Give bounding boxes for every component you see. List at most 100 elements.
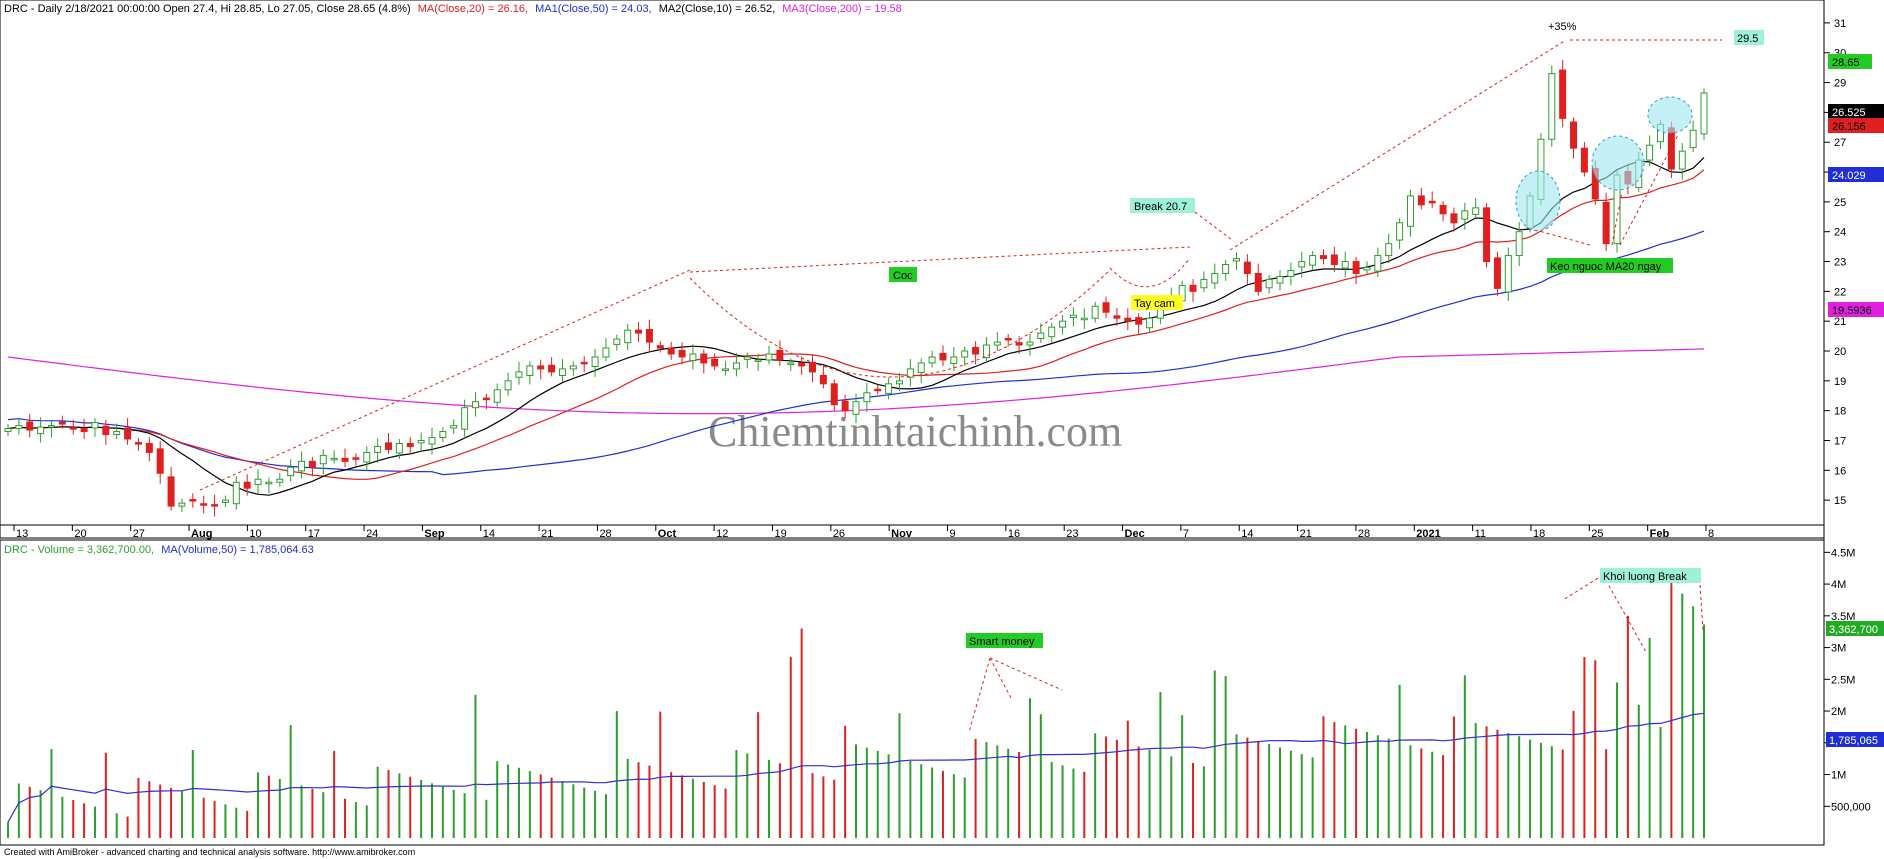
candle [1352,257,1360,284]
candle-body [1222,264,1230,274]
candle-body [602,347,610,358]
candle-body [1048,326,1056,338]
watermark: Chiemtinhtaichinh.com [708,407,1122,456]
candle [167,467,175,511]
candle-body [819,374,827,385]
candle [700,349,708,374]
candle [1102,296,1110,319]
candle [221,495,229,507]
candle-body [1254,272,1262,292]
smart-money-arrow-3 [989,657,1063,691]
candle-body [1004,337,1012,341]
candle [58,415,66,429]
candle [298,451,306,479]
candle-body [1189,284,1197,292]
candle [1298,251,1306,278]
candle-body [69,427,77,430]
candle [950,347,958,371]
candle-body [330,457,338,461]
candle-body [493,389,501,403]
ma20-value-box [1828,118,1884,133]
candle-body [1406,195,1414,227]
date-tick-label: Nov [891,528,913,540]
candle-body [993,341,1001,346]
candle [1265,274,1273,294]
candle-body [1080,317,1088,321]
candle-body [1341,261,1349,269]
candle [395,438,403,459]
candle [211,494,219,517]
candle-body [906,368,914,378]
candle-body [852,401,860,415]
candle [635,322,643,343]
candle [1135,313,1143,335]
candle [1493,251,1501,296]
candle [145,437,153,462]
candle-body [1602,201,1610,245]
candle-body [374,445,382,453]
candle [1406,189,1414,237]
candle [232,475,240,510]
date-axis-ticks: 13 20 27 Aug 10 17 24 Sep 14 21 28 Oct 12 19 26 Nov 9 16 2… [13,525,1714,540]
candle-body [363,451,371,463]
candle [1461,202,1469,230]
candle [374,438,382,463]
candle-body [1548,73,1556,140]
candle [569,361,577,377]
date-tick-label: 26 [833,528,845,540]
candle-body [765,353,773,361]
candle [1689,120,1697,153]
date-tick-label: Aug [191,528,212,540]
candle-body [156,448,164,474]
candle [189,493,197,508]
date-tick-label: Sep [424,528,444,540]
candle [787,358,795,371]
date-tick-label: 19 [774,528,786,540]
date-tick-label: 8 [1708,528,1714,540]
candle [69,419,77,435]
candle-body [37,426,45,435]
candle-body [1417,195,1425,206]
candle-body [178,502,186,507]
smart-money-arrow-1 [968,657,991,733]
candle [439,427,447,442]
candle-body [1439,204,1447,215]
candle-body [211,504,219,507]
candle [863,382,871,413]
price-tick-label: 21 [1834,316,1846,328]
candle [678,342,686,365]
candle [1319,249,1327,265]
candle-body [1113,315,1121,319]
candle-body [1428,200,1436,204]
candle-body [950,356,958,365]
candle-body [200,503,208,506]
volume-panel-frame [0,539,1825,846]
candle [906,359,914,387]
pattern-annotations [199,39,1722,733]
volume-tick-label: 3.5M [1831,611,1855,623]
candle-body [1069,314,1077,319]
candle-body [1363,266,1371,271]
candle-body [221,499,229,504]
candle-body [319,454,327,465]
candle [1048,322,1056,343]
candle [113,423,121,439]
candle [993,332,1001,352]
candle [656,341,664,353]
candle [1254,263,1262,296]
candle [1363,261,1371,275]
highlight-ellipses [1515,96,1693,232]
date-tick-label: 11 [1475,528,1486,540]
price-tick-label: 19 [1834,376,1846,388]
candle-body [895,380,903,385]
candle-body [243,481,251,489]
candle-body [232,481,240,505]
candle-body [4,428,12,433]
price-header: DRC - Daily 2/18/2021 00:00:00 Open 27.4… [4,3,902,15]
candle-body [1472,207,1480,215]
candle-body [1385,243,1393,257]
candle-body [645,329,653,343]
price-tick-label: 22 [1834,286,1846,298]
candle-body [385,442,393,450]
